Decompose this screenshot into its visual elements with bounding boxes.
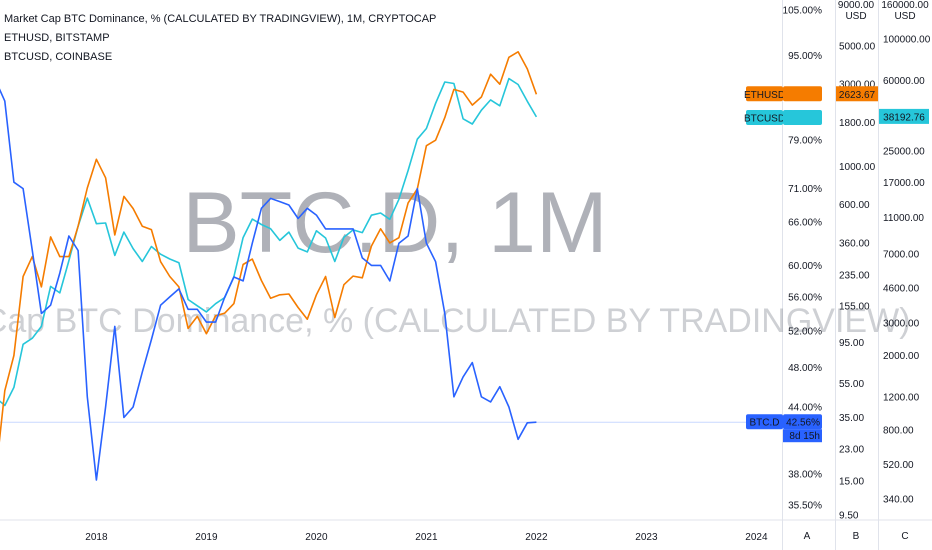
axis-a-tick-label: 48.00% xyxy=(788,363,822,374)
axis-a-tick-label: 71.00% xyxy=(788,184,822,195)
legend-ethusd[interactable]: ETHUSD, BITSTAMP xyxy=(4,32,110,44)
btcd-countdown-bg xyxy=(783,429,822,443)
btcusd-axis-value: 38192.76 xyxy=(883,112,925,123)
axis-c-tick-label: 800.00 xyxy=(883,425,914,436)
axis-c-tick-label: 7000.00 xyxy=(883,250,920,261)
axis-a-tick-label: 38.00% xyxy=(788,469,822,480)
ethusd-axis-value: 2623.67 xyxy=(839,90,876,101)
x-tick-label: 2023 xyxy=(635,532,658,543)
axis-b-tick-label: 95.00 xyxy=(839,338,864,349)
axis-c-button[interactable]: C xyxy=(901,531,908,542)
btcd-badge: BTC.D 42.56% xyxy=(746,414,822,430)
axis-b-tick-label: 360.00 xyxy=(839,238,870,249)
axis-c-tick-label: 100000.00 xyxy=(883,35,931,46)
axis-b-currency: USD xyxy=(845,11,866,22)
btcusd-name: BTCUSD xyxy=(744,114,785,125)
btcd-value: 42.56% xyxy=(786,418,820,429)
legend-btcusd[interactable]: BTCUSD, COINBASE xyxy=(4,51,113,63)
axis-a-tick-label: 56.00% xyxy=(788,292,822,303)
ethusd-axis-bg xyxy=(836,86,878,102)
series-line-btcd xyxy=(0,88,537,481)
axis-c-tick-label: 2000.00 xyxy=(883,351,920,362)
btcd-countdown: 8d 15h xyxy=(789,431,820,442)
watermark-symbol: BTC.D, 1M xyxy=(182,175,607,271)
axis-a-tick-label: 44.00% xyxy=(788,403,822,414)
btcd-name: BTC.D xyxy=(750,418,780,429)
axis-a-tick-label: 95.00% xyxy=(788,51,822,62)
axis-b-tick-label: 3000.00 xyxy=(839,80,876,91)
axis-a-tick-label: 66.00% xyxy=(788,217,822,228)
axis-b-tick-label: 235.00 xyxy=(839,270,870,281)
x-tick-label: 2022 xyxy=(525,532,548,543)
axis-c-tick-label: 340.00 xyxy=(883,495,914,506)
ethusd-value-bg xyxy=(783,86,822,102)
axis-b-tick-label: 600.00 xyxy=(839,200,870,211)
axis-a-tick-label: 105.00% xyxy=(783,6,823,17)
btcusd-badge: BTCUSD xyxy=(744,110,822,125)
axis-b-tick-label: 1800.00 xyxy=(839,118,876,129)
axis-b-tick-label: 5000.00 xyxy=(839,42,876,53)
axis-c-tick-label: 11000.00 xyxy=(883,213,924,224)
series-line-ethusd xyxy=(0,50,538,443)
axis-b-tick-label: 55.00 xyxy=(839,379,864,390)
x-tick-label: 2020 xyxy=(305,532,328,543)
axis-a-tick-label: 60.00% xyxy=(788,261,822,272)
axis-c-tick-label: 520.00 xyxy=(883,460,914,471)
ethusd-name-bg xyxy=(746,86,783,102)
x-tick-label: 2024 xyxy=(745,532,768,543)
axis-c-tick-label: 60000.00 xyxy=(883,76,925,87)
badge-layer: ETHUSD BTCUSD BTC.D 42.56% 8d 15h 2623.67 3819… xyxy=(744,86,929,443)
btcusd-axis-bg xyxy=(879,108,929,124)
axis-b-tick-label: 1000.00 xyxy=(839,162,876,173)
axis-a-tick-label: 79.00% xyxy=(788,135,822,146)
axis-b-top-value: 9000.00 xyxy=(838,0,875,11)
axis-c-tick-label: 3000.00 xyxy=(883,318,920,329)
ethusd-name: ETHUSD xyxy=(744,90,785,101)
axis-a-tick-label: 35.50% xyxy=(788,501,822,512)
axis-b-tick-label: 155.00 xyxy=(839,302,870,313)
axis-c-top-value: 160000.00 xyxy=(881,0,929,11)
axis-a-button[interactable]: A xyxy=(804,531,811,542)
axis-c-tick-label: 25000.00 xyxy=(883,147,925,158)
axis-b-tick-label: 35.00 xyxy=(839,413,864,424)
axis-c-tick-label: 17000.00 xyxy=(883,178,925,189)
ethusd-badge: ETHUSD xyxy=(744,86,822,102)
axis-c-tick-label: 1200.00 xyxy=(883,392,920,403)
axis-b-tick-label: 23.00 xyxy=(839,444,864,455)
axis-c-currency: USD xyxy=(894,11,915,22)
x-tick-label: 2021 xyxy=(415,532,438,543)
legend: Market Cap BTC Dominance, % (CALCULATED … xyxy=(4,10,436,67)
legend-btcd[interactable]: Market Cap BTC Dominance, % (CALCULATED … xyxy=(4,13,437,25)
axis-b-tick-label: 15.00 xyxy=(839,476,864,487)
axis-c-tick-label: 4600.00 xyxy=(883,284,920,295)
btcd-name-bg xyxy=(746,414,783,430)
btcusd-value-bg xyxy=(783,110,822,125)
watermark-description: Market Cap BTC Dominance, % (CALCULATED … xyxy=(0,302,911,340)
series-layer xyxy=(0,50,538,481)
axis-b-tick-label: 9.50 xyxy=(839,511,859,522)
watermark-layer: BTC.D, 1M Market Cap BTC Dominance, % (C… xyxy=(0,175,911,340)
x-tick-label: 2018 xyxy=(85,532,108,543)
axis-b-button[interactable]: B xyxy=(853,531,860,542)
btcusd-name-bg xyxy=(746,110,783,125)
x-tick-label: 2019 xyxy=(195,532,218,543)
btcd-value-bg xyxy=(783,414,822,430)
axis-a-tick-label: 52.00% xyxy=(788,326,822,337)
